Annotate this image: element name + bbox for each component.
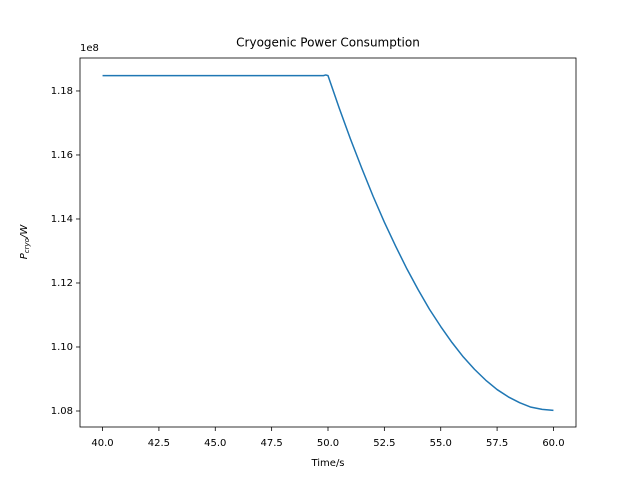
y-axis-label: Pcryo/W <box>19 224 31 260</box>
x-tick-label: 55.0 <box>430 438 452 449</box>
y-tick-label: 1.16 <box>51 150 73 161</box>
x-tick-label: 45.0 <box>204 438 226 449</box>
y-tick-label: 1.10 <box>51 342 73 353</box>
y-label-rest: /W <box>19 224 30 239</box>
x-tick-label: 47.5 <box>261 438 283 449</box>
y-tick-label: 1.12 <box>51 278 73 289</box>
y-tick-label: 1.14 <box>51 214 73 225</box>
y-tick-label: 1.18 <box>51 86 73 97</box>
plot-frame <box>79 57 577 428</box>
y-label-sub: cryo <box>23 238 31 253</box>
y-tick-label: 1.08 <box>51 406 73 417</box>
chart-title: Cryogenic Power Consumption <box>236 36 420 50</box>
y-offset-label: 1e8 <box>80 43 99 54</box>
x-tick-label: 57.5 <box>486 438 508 449</box>
x-tick-label: 50.0 <box>317 438 339 449</box>
x-tick-label: 42.5 <box>148 438 170 449</box>
x-tick-label: 40.0 <box>91 438 113 449</box>
x-tick-label: 52.5 <box>373 438 395 449</box>
x-axis-label: Time/s <box>310 458 344 469</box>
y-label-main: P <box>19 252 30 259</box>
series-line <box>102 74 554 412</box>
x-tick-label: 60.0 <box>542 438 564 449</box>
